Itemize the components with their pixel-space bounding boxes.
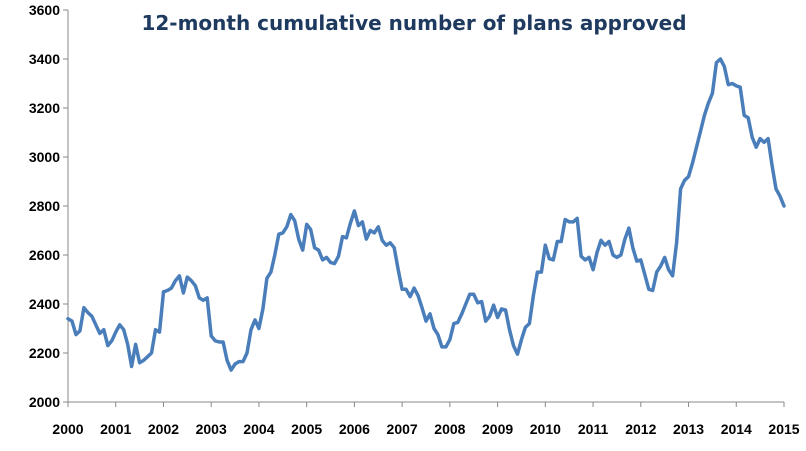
- series-line: [66, 57, 786, 372]
- x-tick-label: 2008: [434, 421, 465, 437]
- x-tick-label: 2004: [243, 421, 274, 437]
- x-tick-label: 2001: [100, 421, 131, 437]
- x-tick-label: 2002: [148, 421, 179, 437]
- x-tick-label: 2014: [721, 421, 752, 437]
- y-tick-label: 2000: [29, 394, 60, 410]
- x-tick-label: 2005: [291, 421, 322, 437]
- x-tick-label: 2006: [339, 421, 370, 437]
- y-tick-label: 2200: [29, 345, 60, 361]
- y-tick-label: 2600: [29, 247, 60, 263]
- x-tick-label: 2010: [530, 421, 561, 437]
- chart-title: 12-month cumulative number of plans appr…: [141, 11, 686, 35]
- y-axis: 2000 2200 2400 2600 2800 3000 3200 3400 3600: [29, 2, 69, 410]
- y-tick-label: 3000: [29, 149, 60, 165]
- x-tick-label: 2000: [52, 421, 83, 437]
- x-axis: 2000 2001 2002 2003 2004 2005 2006 2007 2008 2009…: [52, 401, 800, 437]
- x-tick-label: 2013: [673, 421, 704, 437]
- y-tick-label: 3600: [29, 2, 60, 18]
- y-tick-label: 2800: [29, 198, 60, 214]
- y-tick-label: 2400: [29, 296, 60, 312]
- y-tick-label: 3200: [29, 100, 60, 116]
- y-tick-label: 3400: [29, 51, 60, 67]
- x-tick-label: 2003: [196, 421, 227, 437]
- x-tick-label: 2011: [578, 421, 609, 437]
- x-tick-label: 2007: [387, 421, 418, 437]
- x-tick-label: 2009: [482, 421, 513, 437]
- x-tick-label: 2012: [625, 421, 656, 437]
- x-tick-label: 2015: [768, 421, 799, 437]
